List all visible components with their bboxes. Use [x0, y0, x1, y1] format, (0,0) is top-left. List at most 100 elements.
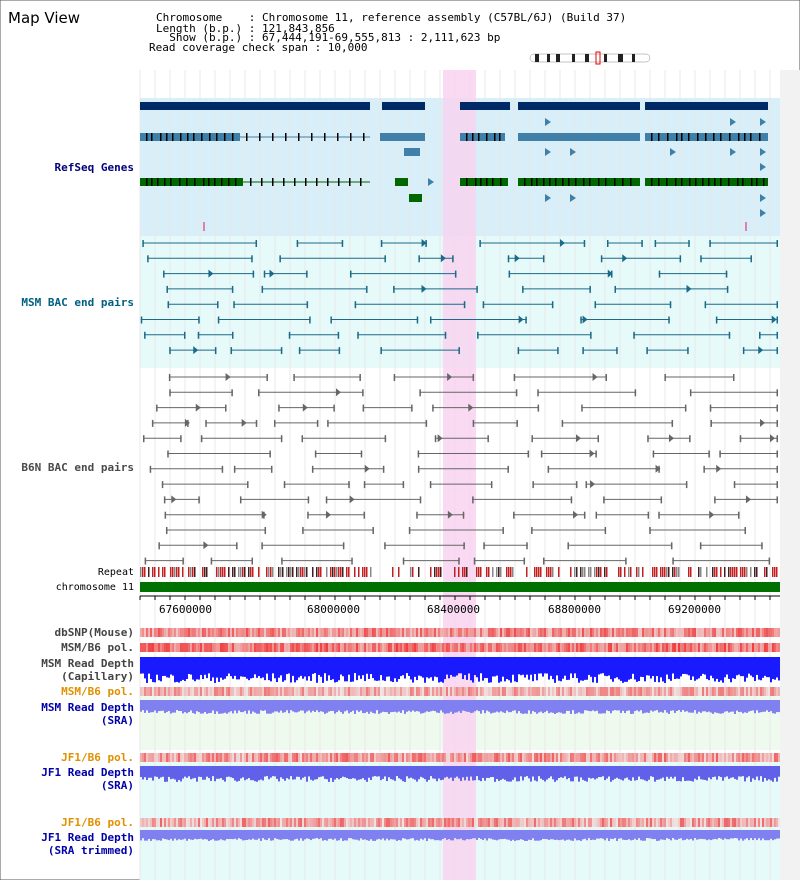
msm-bac-end-marker [704, 301, 707, 309]
read-depth-bar [294, 700, 296, 713]
read-depth-bar [332, 766, 334, 782]
read-depth-bar [208, 700, 210, 714]
jf1-b6-pol-trimmed-label[interactable]: JF1/B6 pol. [61, 816, 134, 829]
read-depth-bar [738, 766, 740, 777]
b6n-bac-end-marker [258, 389, 260, 397]
polymorphism-heat-cell [352, 628, 354, 637]
read-depth-bar [524, 700, 526, 714]
polymorphism-heat-cell [360, 628, 362, 637]
polymorphism-heat-cell [422, 818, 424, 827]
msm-bac-end-marker [147, 255, 149, 263]
msm-read-depth-sra-label[interactable]: MSM Read Depth (SRA) [41, 701, 134, 727]
read-depth-bar [418, 766, 420, 780]
read-depth-bar [392, 830, 394, 840]
msm-b6-pol-sra-label[interactable]: MSM/B6 pol. [61, 685, 134, 698]
polymorphism-heat-cell [566, 753, 568, 762]
read-depth-bar [432, 830, 434, 840]
b6n-bac-end-marker [776, 450, 778, 458]
polymorphism-heat-cell [596, 628, 598, 637]
b6n-bac-end-marker [709, 404, 712, 412]
polymorphism-heat-cell [560, 687, 562, 696]
read-depth-bar [472, 830, 474, 839]
read-depth-bar [536, 766, 538, 782]
refseq-genes-label[interactable]: RefSeq Genes [54, 161, 134, 174]
polymorphism-heat-cell [418, 643, 420, 652]
polymorphism-heat-cell [684, 687, 686, 696]
polymorphism-heat-cell [700, 687, 702, 696]
gene-exon-tick [305, 178, 307, 186]
polymorphism-heat-cell [340, 628, 342, 637]
polymorphism-heat-cell [198, 753, 200, 762]
repeat-element [358, 567, 360, 577]
read-depth-bar [644, 657, 646, 682]
jf1-read-depth-trimmed-label[interactable]: JF1 Read Depth (SRA trimmed) [41, 831, 134, 857]
read-depth-bar [486, 700, 488, 711]
polymorphism-heat-cell [642, 818, 644, 827]
read-depth-bar [402, 657, 404, 676]
polymorphism-heat-cell [742, 643, 744, 652]
polymorphism-heat-cell [644, 643, 646, 652]
read-depth-bar [148, 830, 150, 839]
read-depth-bar [308, 766, 310, 777]
jf1-read-depth-sra-label[interactable]: JF1 Read Depth (SRA) [41, 766, 134, 792]
b6n-bac-end-pairs-label[interactable]: B6N BAC end pairs [21, 461, 134, 474]
polymorphism-heat-cell [570, 643, 572, 652]
polymorphism-heat-cell [746, 643, 748, 652]
msm-read-depth-capillary-label[interactable]: MSM Read Depth (Capillary) [41, 657, 134, 683]
gene-exon-tick [179, 178, 181, 186]
polymorphism-heat-cell [604, 643, 606, 652]
polymorphism-heat-cell [438, 628, 440, 637]
polymorphism-heat-cell [564, 753, 566, 762]
msm-b6-pol-label[interactable]: MSM/B6 pol. [61, 641, 134, 654]
read-depth-bar [666, 657, 668, 675]
read-depth-bar [458, 766, 460, 779]
polymorphism-heat-cell [202, 687, 204, 696]
gene-exon-block [460, 178, 508, 186]
b6n-bac-end-marker [595, 450, 597, 458]
polymorphism-heat-cell [694, 643, 696, 652]
read-depth-bar [172, 766, 174, 779]
jf1-b6-pol-label[interactable]: JF1/B6 pol. [61, 751, 134, 764]
repeat-element [202, 567, 204, 577]
polymorphism-heat-cell [214, 818, 216, 827]
polymorphism-heat-cell [554, 628, 556, 637]
polymorphism-heat-cell [184, 643, 186, 652]
polymorphism-heat-cell [326, 753, 328, 762]
polymorphism-heat-cell [388, 687, 390, 696]
repeat-element [206, 567, 208, 577]
polymorphism-heat-cell [554, 818, 556, 827]
read-depth-bar [540, 766, 542, 779]
read-depth-bar [596, 700, 598, 711]
msm-bac-end-marker [616, 347, 618, 355]
read-depth-bar [346, 657, 348, 682]
read-depth-bar [562, 830, 564, 840]
polymorphism-heat-cell [226, 753, 228, 762]
read-depth-bar [730, 766, 732, 778]
read-depth-bar [350, 657, 352, 682]
b6n-bac-arrow [325, 510, 331, 519]
polymorphism-heat-cell [262, 687, 264, 696]
polymorphism-heat-cell [258, 687, 260, 696]
polymorphism-heat-cell [318, 818, 320, 827]
read-depth-bar [212, 657, 214, 678]
dbsnp-mouse-label[interactable]: dbSNP(Mouse) [54, 626, 134, 639]
polymorphism-heat-cell [266, 628, 268, 637]
read-depth-bar [550, 700, 552, 713]
polymorphism-heat-cell [750, 628, 752, 637]
read-depth-bar [764, 657, 766, 676]
polymorphism-heat-cell [272, 643, 274, 652]
read-depth-bar [550, 766, 552, 777]
read-depth-bar [404, 700, 406, 714]
read-depth-bar [474, 830, 476, 839]
gene-exon-tick [166, 133, 168, 141]
msm-bac-end-pairs-label[interactable]: MSM BAC end pairs [21, 296, 134, 309]
polymorphism-heat-cell [642, 628, 644, 637]
read-depth-bar [662, 766, 664, 778]
read-depth-bar [544, 700, 546, 713]
read-depth-bar [724, 657, 726, 678]
read-depth-bar [490, 657, 492, 683]
polymorphism-heat-cell [402, 687, 404, 696]
read-depth-bar [608, 657, 610, 676]
read-depth-bar [414, 766, 416, 780]
